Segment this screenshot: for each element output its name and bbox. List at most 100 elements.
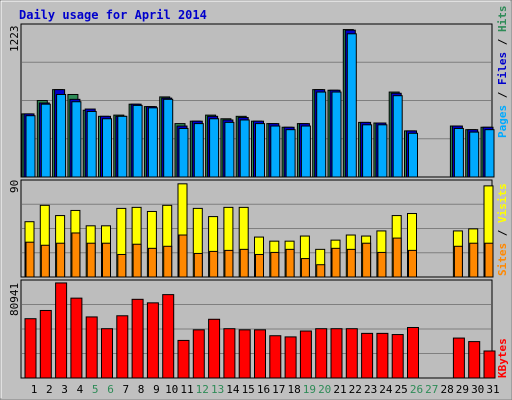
sites-bar [239,248,249,278]
sites-bar [453,245,463,278]
day-tick-label: 17 [272,383,285,396]
sites-bar [132,243,142,278]
day-tick-label: 15 [242,383,255,396]
pages-bar [224,121,235,178]
day-tick-label: 28 [440,383,453,396]
pages-bar [147,107,158,178]
day-tick-label: 24 [379,383,393,396]
hits-label: Hits [496,6,509,33]
day-tick-label: 4 [77,383,84,396]
pages-bar [484,129,495,178]
sites-bar [362,242,372,278]
pages-bar [40,103,51,178]
kbytes-bar [254,329,266,379]
day-tick-label: 29 [456,383,469,396]
day-tick-label: 5 [92,383,99,396]
kbytes-bar [238,329,251,379]
kbytes-bars [24,282,496,379]
day-tick-label: 31 [486,383,499,396]
pages-bar [469,131,480,178]
day-tick-label: 20 [318,383,331,396]
kbytes-bar [407,326,419,379]
pages-bar [102,118,112,178]
visits-max-label: 90 [8,180,21,193]
kbytes-bar [345,328,358,379]
kbytes-bar [315,328,328,379]
sites-bar [117,253,127,278]
pages-bar [377,124,388,178]
sites-bar [408,249,417,278]
day-tick-label: 3 [61,383,68,396]
kbytes-bar [146,302,159,379]
sites-bar [255,253,264,278]
kbytes-max-label: 80941 [8,283,21,316]
pages-bar [300,125,311,178]
kbytes-bar [376,332,389,379]
visits-panel: 90 Sites / Visits [8,179,509,278]
sites-bar [316,264,326,278]
sites-bar [377,251,387,278]
day-tick-labels: 1 2 3 4 5 6 7 8 9 10 11 12 13 14 15 16 17 18 19 20 21 22 23 24 2… [31,383,500,396]
sites-bar [86,242,96,278]
files-label: Files [496,52,509,85]
day-tick-label: 22 [349,383,362,396]
day-tick-label: 11 [180,383,193,396]
kbytes-bar [70,297,83,379]
sites-bar [209,250,219,278]
sites-bar [163,245,173,278]
files-hits-separator: / [496,32,509,52]
pages-bar [453,127,464,178]
kbytes-bar [39,309,52,379]
visits-label: Visits [496,183,509,223]
pages-label: Pages [496,105,509,138]
kbytes-bar [24,318,37,379]
day-tick-label: 2 [46,383,53,396]
sites-bar [193,252,203,278]
pages-bar [408,132,418,178]
sites-bar [300,258,310,278]
kbytes-bar [223,328,236,379]
day-tick-label: 7 [122,383,129,396]
pages-bar [178,127,189,178]
kbytes-bar [192,329,205,379]
day-tick-label: 8 [138,383,145,396]
sites-visits-separator: / [496,223,509,243]
sites-bar [270,251,280,278]
kbytes-bar [269,335,282,379]
kbytes-bar [85,316,98,379]
visits-bars [24,183,494,278]
kbytes-bar [284,336,297,379]
pages-files-separator: / [496,85,509,105]
day-tick-label: 6 [107,383,114,396]
kbytes-bar [299,330,312,379]
pages-bar [25,115,36,178]
sites-bar [346,248,356,278]
pages-bar [132,104,143,178]
kbytes-bar [208,318,221,379]
day-tick-label: 21 [333,383,346,396]
sites-bar [484,242,494,278]
day-tick-label: 19 [303,383,316,396]
pages-bar [193,123,204,178]
sites-bar [469,242,479,278]
day-tick-label: 14 [226,383,240,396]
kbytes-bar [177,339,190,379]
sites-bar [147,247,157,278]
kbytes-bar [452,337,465,379]
kbytes-bar [101,328,113,379]
pages-bar [331,91,342,178]
pages-bar [270,125,281,178]
kbytes-panel: 80941 KBytes [8,279,509,379]
sites-label: Sites [496,243,509,276]
day-tick-label: 27 [425,383,438,396]
chart-title: Daily usage for April 2014 [19,8,207,22]
day-tick-label: 25 [395,383,408,396]
hits-bars [21,29,495,178]
sites-bar [285,248,295,278]
kbytes-bar [361,332,374,379]
kbytes-bar [55,282,68,379]
pages-bar [239,119,250,178]
pages-bar [117,115,128,178]
hits-axis-label: Pages / Files / Hits [496,6,509,139]
